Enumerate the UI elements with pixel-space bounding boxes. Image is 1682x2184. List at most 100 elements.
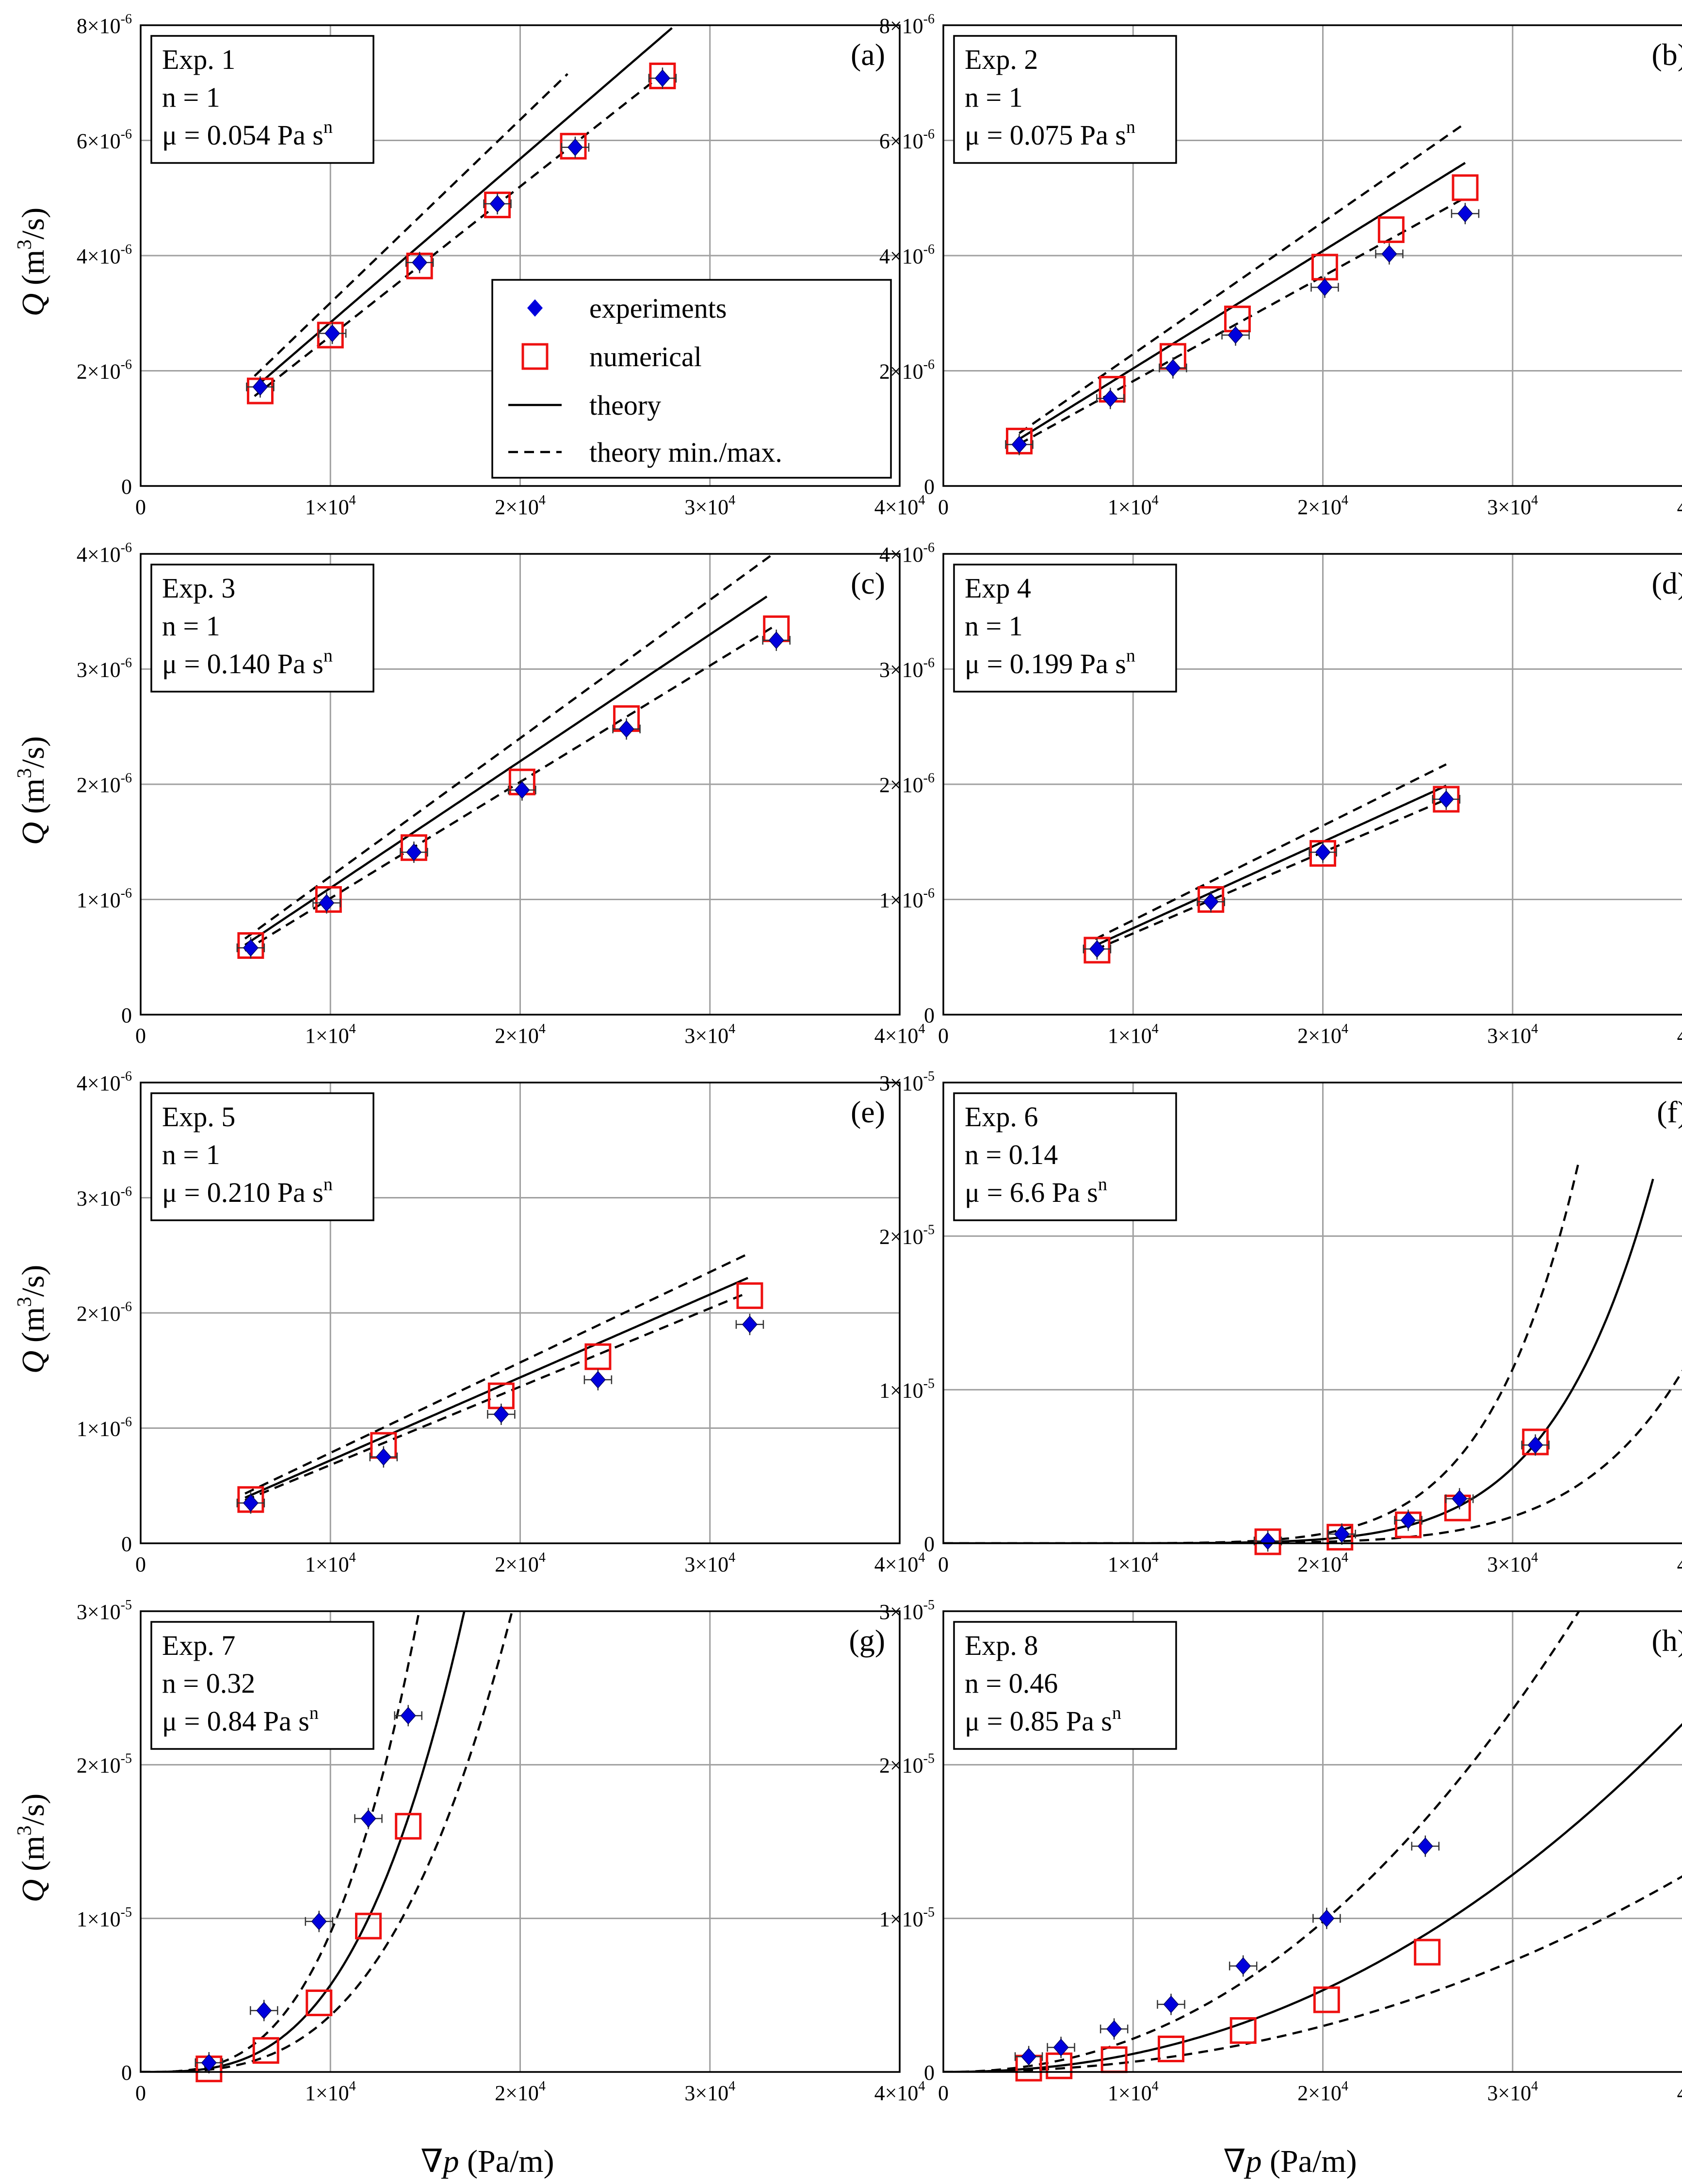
experiment-point [236,1492,265,1514]
experiment-diamond [1527,1436,1543,1454]
legend-numerical-symbol [521,343,549,370]
experiment-point [1312,1908,1341,1929]
numerical-point [1377,216,1405,243]
panel-tag: (d) [1651,566,1682,600]
y-tick-label: 3×10-5 [879,1069,935,1095]
experiment-point [648,67,677,89]
plot-frame [942,1082,1682,1544]
x-tick-label: 1×104 [1108,493,1159,519]
chart-panel-g: 0 1×104 2×104 3×104 4×104 0 1×10-5 2×10-5 3×10-5… [77,1598,925,2105]
x-tick-label: 4×104 [1677,2079,1682,2105]
theory-curve [943,1723,1682,2072]
experiment-point [735,1313,764,1335]
chart-panel-e: 0 1×104 2×104 3×104 4×104 0 1×10-6 2×10-6 3×10-6… [77,1069,925,1576]
experiment-point [194,2052,224,2073]
theory-max-curve [943,1160,1580,1543]
y-tick-label: 3×10-6 [879,656,935,682]
y-tick-label: 3×10-6 [77,656,132,682]
panel-tag: (h) [1651,1623,1682,1658]
flow-index-label: n = 1 [162,1139,220,1170]
x-tick-label: 3×104 [684,1021,735,1048]
experiment-info-box: Exp. 2 n = 1 μ = 0.075 Pa sn [953,35,1177,164]
info-box-frame [150,35,374,164]
experiment-point [583,1369,613,1391]
info-box-frame [953,1621,1177,1750]
x-axis-label-right: ∇p (Pa/m) [1223,2144,1357,2179]
x-tick-label: 3×104 [1487,493,1538,519]
x-tick-label: 1×104 [1108,1021,1159,1048]
x-tick-label: 4×104 [874,1550,925,1576]
plot-frame [942,553,1682,1016]
experiment-diamond [1021,2048,1037,2066]
experiment-diamond [375,1448,391,1466]
experiment-point [1310,276,1339,298]
x-tick-label: 4×104 [874,493,925,519]
experiment-info-box: Exp. 6 n = 0.14 μ = 6.6 Pa sn [953,1092,1177,1221]
legend-label-experiments: experiments [589,292,727,324]
x-tick-label: 0 [135,495,146,519]
experiment-label: Exp. 7 [162,1630,235,1661]
x-tick-label: 0 [135,2081,146,2105]
experiment-diamond [1381,245,1397,263]
experiment-diamond [1400,1511,1416,1529]
theory-curve [1019,162,1466,440]
x-tick-label: 2×104 [495,2079,546,2105]
numerical-point [306,1990,333,2016]
theory-max-curve [141,1611,420,2072]
y-tick-label: 0 [924,1532,935,1556]
y-tick-label: 4×10-6 [879,540,935,566]
flow-index-label: n = 1 [162,81,220,113]
experiment-diamond [1315,843,1331,861]
experiment-point [1521,1434,1550,1456]
chart-panel-a: 0 1×104 2×104 3×104 4×104 0 2×10-6 4×10-6 6×10-6… [77,12,925,519]
theory-min-curve [1095,798,1447,951]
experiment-info-box: Exp. 5 n = 1 μ = 0.210 Pa sn [150,1092,374,1221]
legend: experiments numerical theory theory min./ma… [491,279,892,479]
experiment-point [762,630,791,651]
experiment-diamond [1053,2038,1069,2056]
y-tick-label: 2×10-5 [879,1223,935,1249]
experiment-point [1096,388,1125,409]
experiment-label: Exp 4 [965,572,1031,604]
experiment-point [1157,1993,1185,2015]
y-tick-label: 8×10-6 [77,12,132,38]
x-tick-label: 1×104 [305,493,356,519]
svg-text:Q (m3/s): Q (m3/s) [14,736,51,845]
experiment-label: Exp. 5 [162,1101,235,1132]
experiment-diamond [1011,436,1027,453]
x-tick-label: 0 [135,1024,146,1048]
x-tick-label: 2×104 [1297,1021,1348,1048]
numerical-point [1311,254,1338,281]
viscosity-label: μ = 0.84 Pa sn [162,1703,319,1737]
y-tick-label: 4×10-6 [879,242,935,268]
experiment-diamond [768,631,784,649]
theory-max-curve [244,554,775,940]
numerical-point [355,1912,382,1940]
experiment-point [318,323,347,344]
experiment-point [508,779,536,801]
y-tick-label: 0 [121,1003,132,1027]
experiment-diamond [311,1912,327,1930]
experiment-diamond [1102,389,1118,407]
experiment-diamond [1319,1909,1335,1927]
info-box-frame [150,1092,374,1221]
experiment-diamond [243,939,259,957]
plot-frame [140,24,901,487]
chart-panel-h: 0 1×104 2×104 3×104 4×104 0 1×10-5 2×10-5 3×10-5… [879,1598,1682,2105]
plot-frame [942,24,1682,487]
experiment-point [1451,203,1480,225]
y-tick-label: 3×10-6 [77,1184,132,1211]
viscosity-label: μ = 0.199 Pa sn [965,646,1135,679]
experiment-diamond [567,138,583,156]
chart-panels: 0 1×104 2×104 3×104 4×10402×10-64×10-66×10-6… [77,12,1682,2105]
experiment-diamond [1457,205,1473,223]
experiment-info-box: Exp 4 n = 1 μ = 0.199 Pa sn [953,564,1177,693]
experiment-label: Exp. 3 [162,572,235,604]
numerical-point [1414,1939,1441,1966]
y-tick-label: 8×10-6 [879,12,935,38]
theory-curve [943,1179,1654,1543]
x-tick-label: 3×104 [1487,1021,1538,1048]
flow-index-label: n = 0.32 [162,1667,255,1699]
y-tick-label: 4×10-6 [77,1069,132,1095]
